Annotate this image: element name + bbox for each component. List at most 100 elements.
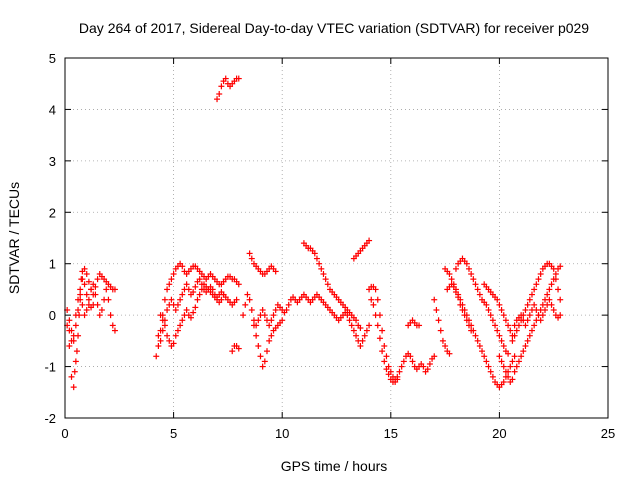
data-point bbox=[81, 312, 88, 319]
data-point bbox=[368, 296, 375, 303]
data-point bbox=[75, 296, 82, 303]
data-point bbox=[257, 353, 264, 360]
data-point bbox=[83, 271, 90, 277]
data-point bbox=[463, 260, 470, 267]
data-point bbox=[192, 283, 199, 290]
data-point bbox=[242, 301, 249, 308]
data-point bbox=[235, 281, 242, 288]
data-point bbox=[161, 296, 168, 303]
data-point bbox=[537, 317, 544, 324]
data-point bbox=[520, 348, 527, 355]
data-point bbox=[479, 348, 486, 355]
data-point bbox=[489, 317, 496, 324]
data-point bbox=[509, 337, 516, 344]
data-point bbox=[170, 271, 177, 277]
y-tick-label: 2 bbox=[49, 205, 56, 220]
data-point bbox=[511, 322, 518, 329]
data-point bbox=[359, 337, 366, 344]
data-point bbox=[474, 337, 481, 344]
x-tick-label: 10 bbox=[275, 426, 289, 441]
data-point bbox=[70, 384, 77, 391]
data-point bbox=[253, 332, 260, 339]
data-point bbox=[511, 368, 518, 375]
data-point bbox=[437, 327, 444, 334]
data-point bbox=[196, 291, 203, 298]
data-point bbox=[509, 358, 516, 365]
data-point bbox=[366, 237, 373, 244]
data-point bbox=[550, 265, 557, 272]
data-point bbox=[111, 286, 118, 293]
data-point bbox=[531, 286, 538, 293]
data-point bbox=[216, 91, 223, 97]
data-point bbox=[259, 363, 266, 370]
data-point bbox=[557, 312, 564, 319]
data-point bbox=[374, 322, 381, 329]
data-point bbox=[77, 291, 84, 298]
data-point bbox=[372, 286, 379, 293]
data-point bbox=[263, 348, 270, 355]
data-point bbox=[372, 312, 379, 319]
data-point bbox=[248, 307, 255, 313]
data-point bbox=[168, 296, 175, 303]
data-point bbox=[474, 286, 481, 293]
data-point bbox=[153, 353, 160, 360]
data-point bbox=[487, 368, 494, 375]
data-point bbox=[105, 296, 112, 303]
data-point bbox=[546, 286, 553, 293]
data-point bbox=[220, 291, 227, 298]
data-point bbox=[542, 307, 549, 313]
data-point bbox=[161, 322, 168, 329]
data-point bbox=[537, 271, 544, 277]
data-point bbox=[374, 296, 381, 303]
data-point bbox=[268, 317, 275, 324]
data-point bbox=[396, 368, 403, 375]
data-point bbox=[235, 345, 242, 352]
data-point bbox=[420, 363, 427, 370]
data-point bbox=[174, 301, 181, 308]
data-point bbox=[461, 312, 468, 319]
data-point bbox=[311, 250, 318, 257]
data-point bbox=[90, 281, 97, 288]
x-axis-label: GPS time / hours bbox=[281, 458, 388, 474]
data-point bbox=[316, 260, 323, 267]
data-point bbox=[233, 296, 240, 303]
data-point bbox=[83, 307, 90, 313]
data-point bbox=[177, 322, 184, 329]
data-point bbox=[222, 75, 229, 82]
data-point bbox=[72, 312, 79, 319]
y-axis-label: SDTVAR / TECUs bbox=[6, 182, 22, 294]
data-point bbox=[92, 291, 99, 298]
data-point bbox=[268, 332, 275, 339]
data-point bbox=[248, 255, 255, 262]
data-point bbox=[192, 304, 199, 311]
data-point bbox=[518, 312, 525, 319]
data-point bbox=[448, 276, 455, 283]
data-point bbox=[494, 296, 501, 303]
data-point bbox=[71, 368, 78, 375]
data-point bbox=[235, 75, 242, 82]
data-point bbox=[383, 366, 390, 373]
data-point bbox=[476, 291, 483, 298]
data-point bbox=[66, 327, 73, 334]
data-point bbox=[88, 286, 95, 293]
data-point bbox=[496, 353, 503, 360]
data-point bbox=[107, 312, 114, 319]
tick-labels: 0 5 10 15 20 25 -2 -1 0 1 2 3 4 5 bbox=[44, 51, 615, 441]
data-point bbox=[505, 350, 512, 357]
data-point bbox=[381, 358, 388, 365]
data-point bbox=[198, 286, 205, 293]
y-tick-label: -1 bbox=[44, 360, 56, 375]
data-point bbox=[485, 307, 492, 313]
data-point bbox=[68, 373, 75, 380]
data-point bbox=[361, 332, 368, 339]
data-point bbox=[526, 296, 533, 303]
x-tick-label: 0 bbox=[61, 426, 68, 441]
data-point bbox=[552, 271, 559, 277]
data-point bbox=[79, 276, 86, 283]
data-point bbox=[483, 358, 490, 365]
data-point bbox=[155, 332, 162, 339]
data-point bbox=[111, 327, 118, 334]
data-point bbox=[166, 281, 173, 288]
data-point bbox=[79, 301, 86, 308]
data-point bbox=[346, 317, 353, 324]
